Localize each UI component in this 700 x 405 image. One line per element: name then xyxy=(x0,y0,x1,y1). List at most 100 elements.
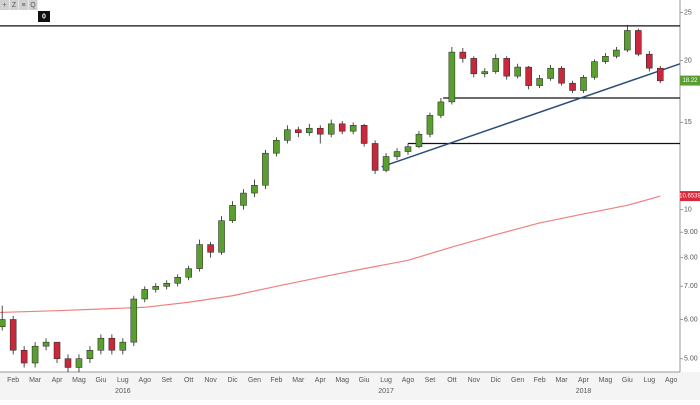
x-tick-label: Dic xyxy=(227,377,238,384)
candle-body xyxy=(0,319,6,328)
candle-body xyxy=(163,283,170,287)
candle-body xyxy=(152,286,160,290)
candle-body xyxy=(525,66,532,86)
trendline xyxy=(381,63,681,168)
candle-body xyxy=(141,289,149,300)
candle-body xyxy=(20,350,28,364)
x-tick-label: Giu xyxy=(622,377,633,384)
candle-body xyxy=(218,220,225,253)
badge-box xyxy=(38,11,50,22)
candle-body xyxy=(624,30,631,51)
candle-body xyxy=(306,127,313,133)
y-tick-label: 20 xyxy=(684,57,692,64)
candle-body xyxy=(42,341,50,347)
candle-body xyxy=(415,133,423,147)
badge: 0 xyxy=(42,13,46,20)
candle-body xyxy=(338,123,346,132)
candle-body xyxy=(196,244,203,269)
candle-body xyxy=(492,58,500,72)
x-tick-label: Mag xyxy=(335,377,349,384)
toolbar-icon[interactable]: Q xyxy=(30,2,36,9)
candle-body xyxy=(349,125,357,132)
x-tick-label: Apr xyxy=(578,377,590,384)
candle-body xyxy=(371,143,379,171)
y-tick-label: 15 xyxy=(684,119,692,126)
candle-body xyxy=(64,358,72,368)
candle-body xyxy=(635,30,642,55)
price-label: 18.22 xyxy=(682,78,698,84)
toolbar-button[interactable] xyxy=(19,0,28,10)
x-tick-label: Lug xyxy=(643,377,655,384)
candle-body xyxy=(503,58,510,77)
candle-body xyxy=(262,152,269,186)
toolbar-button[interactable] xyxy=(0,0,9,10)
moving-average xyxy=(0,195,661,314)
toolbar-button[interactable] xyxy=(9,0,19,10)
candle-body xyxy=(481,71,489,75)
candle-body xyxy=(108,337,116,351)
x-tick-label: Lug xyxy=(380,377,392,384)
x-tick-label: Apr xyxy=(315,377,327,384)
x-tick-label: Mar xyxy=(556,377,569,384)
candle-body xyxy=(97,337,105,351)
candle-body xyxy=(656,67,664,82)
x-tick-label: Mag xyxy=(599,377,613,384)
x-tick-label: Feb xyxy=(270,377,282,384)
toolbar-button[interactable] xyxy=(28,0,38,10)
candle-body xyxy=(426,115,434,135)
x-tick-label: Set xyxy=(425,377,436,384)
price-label: 10.6539 xyxy=(679,194,700,200)
x-tick-label: Giu xyxy=(359,377,370,384)
y-tick-label: 8.00 xyxy=(684,254,698,261)
candle-body xyxy=(251,184,258,194)
year-label: 2016 xyxy=(115,388,131,395)
candle-body xyxy=(591,61,598,78)
x-tick-label: Lug xyxy=(117,377,129,384)
candle-body xyxy=(580,77,587,91)
toolbar-icon[interactable]: Z xyxy=(12,2,17,9)
y-tick-label: 6.00 xyxy=(684,316,698,323)
candle-body xyxy=(295,129,302,133)
candle-body xyxy=(207,244,214,253)
toolbar: + Z ≡ Q xyxy=(0,0,38,10)
candle-body xyxy=(602,56,609,62)
candle-body xyxy=(437,101,445,116)
y-tick-label: 7.00 xyxy=(684,283,698,290)
candle-body xyxy=(9,319,17,351)
candle-body xyxy=(86,350,94,359)
candle-body xyxy=(174,277,181,284)
candle-body xyxy=(327,123,335,135)
y-tick-label: 10 xyxy=(684,206,692,213)
x-tick-label: Dic xyxy=(491,377,502,384)
candle-body xyxy=(130,298,138,343)
candle-body xyxy=(360,125,368,144)
x-tick-label: Nov xyxy=(468,377,481,384)
candle-body xyxy=(514,66,521,77)
x-tick-label: Mar xyxy=(29,377,42,384)
y-tick-label: 5.00 xyxy=(684,356,698,363)
candle-body xyxy=(470,58,478,75)
y-tick-label: 9.00 xyxy=(684,229,698,236)
candle-body xyxy=(240,192,247,206)
candle-body xyxy=(31,345,39,364)
candle-body xyxy=(536,78,543,86)
candle-body xyxy=(185,268,192,278)
candle-body xyxy=(558,67,565,84)
candle-body xyxy=(75,358,83,368)
candle-body xyxy=(613,49,620,57)
x-tick-label: Mar xyxy=(292,377,305,384)
x-tick-label: Ott xyxy=(447,377,456,384)
candle-body xyxy=(404,146,412,152)
toolbar-icon[interactable]: ≡ xyxy=(21,2,25,9)
candle-body xyxy=(459,51,467,59)
y-tick-label: 25 xyxy=(684,9,692,16)
candle-body xyxy=(316,127,324,135)
x-tick-label: Nov xyxy=(204,377,217,384)
candle-body xyxy=(393,151,401,157)
toolbar-icon[interactable]: + xyxy=(2,2,6,9)
candle-body xyxy=(53,341,61,359)
candle-body xyxy=(273,140,280,154)
x-tick-label: Ago xyxy=(665,377,678,384)
x-tick-label: Feb xyxy=(534,377,546,384)
